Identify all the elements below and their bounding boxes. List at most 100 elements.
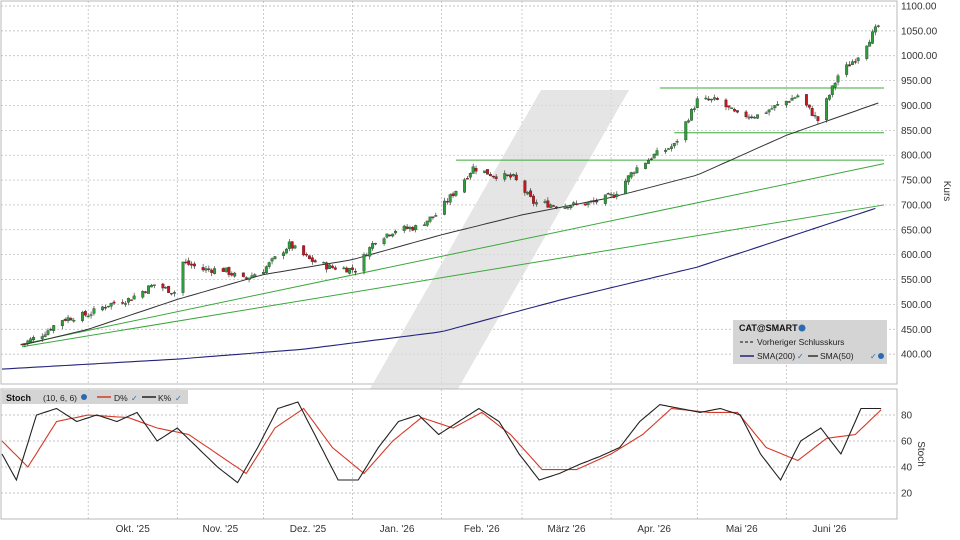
candle-body bbox=[371, 243, 375, 249]
price-axis: 400.00 450.00 500.00 550.00 600.00 650.00 700.… bbox=[901, 1, 938, 360]
candle-body bbox=[876, 25, 880, 27]
candle-body bbox=[494, 176, 498, 179]
candle-body bbox=[773, 105, 777, 109]
candle-body bbox=[848, 64, 851, 67]
candle-body bbox=[382, 238, 386, 245]
candle-body bbox=[207, 268, 211, 270]
candle-body bbox=[873, 26, 877, 33]
candle-body bbox=[405, 226, 409, 229]
candle-body bbox=[534, 202, 538, 205]
trend-line bbox=[22, 204, 885, 348]
candle-body bbox=[454, 190, 458, 196]
candle-body bbox=[26, 340, 30, 344]
stoch-axis: 20 40 60 80 bbox=[901, 411, 913, 500]
candle-body bbox=[488, 174, 492, 177]
candle-body bbox=[69, 318, 73, 321]
candle-body bbox=[351, 267, 354, 270]
stoch-legend-params: (10, 6, 6) bbox=[43, 393, 77, 403]
candle-body bbox=[365, 254, 369, 257]
checkmark-icon[interactable]: ✓ bbox=[870, 352, 877, 361]
candle-body bbox=[149, 285, 153, 288]
candle-body bbox=[695, 98, 699, 109]
candle-body bbox=[629, 172, 633, 178]
candle-body bbox=[161, 283, 165, 289]
candle-body bbox=[313, 260, 317, 263]
watermark-logo bbox=[335, 90, 629, 450]
info-icon[interactable] bbox=[81, 394, 87, 400]
candle-body bbox=[172, 292, 176, 294]
candle-body bbox=[509, 174, 512, 178]
legend-title: CAT@SMART bbox=[739, 323, 798, 333]
candle-body bbox=[692, 108, 696, 110]
sma50-line bbox=[21, 102, 879, 346]
candle-body bbox=[623, 180, 627, 195]
candle-body bbox=[164, 287, 168, 289]
candle-body bbox=[250, 275, 254, 278]
candle-body bbox=[807, 104, 811, 108]
candle-body bbox=[167, 285, 171, 293]
candle-body bbox=[784, 100, 788, 106]
candle-body bbox=[221, 268, 225, 272]
chart-legend: CAT@SMART Vorheriger Schlusskurs SMA(200… bbox=[733, 320, 887, 364]
candle-body bbox=[103, 307, 107, 309]
candle-body bbox=[121, 302, 125, 304]
candle-body bbox=[241, 272, 245, 277]
candle-body bbox=[865, 45, 869, 59]
checkmark-icon[interactable]: ✓ bbox=[131, 394, 138, 403]
candle-body bbox=[333, 267, 337, 270]
candle-body bbox=[270, 258, 274, 262]
candle-body bbox=[491, 175, 495, 178]
time-axis-label: Jan. '26 bbox=[380, 524, 415, 535]
candle-body bbox=[503, 173, 507, 180]
candle-body bbox=[144, 291, 148, 293]
candle-body bbox=[204, 268, 208, 271]
candle-body bbox=[310, 257, 314, 262]
price-tick-label: 500.00 bbox=[901, 300, 932, 311]
candle-body bbox=[391, 233, 395, 237]
checkmark-icon[interactable]: ✓ bbox=[797, 352, 804, 361]
candle-body bbox=[592, 200, 596, 203]
candle-body bbox=[261, 272, 265, 274]
candle-body bbox=[710, 98, 714, 101]
candle-body bbox=[106, 305, 110, 308]
candle-body bbox=[227, 267, 231, 275]
candle-body bbox=[101, 306, 105, 311]
candle-body bbox=[830, 85, 834, 95]
candle-body bbox=[124, 303, 127, 305]
candle-body bbox=[330, 265, 334, 268]
candle-body bbox=[526, 192, 530, 195]
candle-body bbox=[546, 200, 550, 208]
candle-body bbox=[667, 148, 670, 150]
candle-body bbox=[29, 338, 33, 343]
price-tick-label: 1000.00 bbox=[901, 51, 938, 62]
candle-body bbox=[394, 230, 398, 234]
candle-body bbox=[868, 41, 872, 47]
price-tick-label: 800.00 bbox=[901, 151, 932, 162]
candle-body bbox=[282, 252, 286, 256]
candle-body bbox=[523, 180, 527, 193]
candle-body bbox=[20, 343, 24, 346]
candle-body bbox=[787, 101, 791, 103]
stoch-legend-box bbox=[2, 390, 188, 404]
candle-body bbox=[273, 256, 277, 260]
info-icon[interactable] bbox=[798, 324, 806, 332]
candle-body bbox=[129, 299, 133, 301]
candle-body bbox=[187, 260, 191, 265]
candle-body bbox=[465, 178, 469, 180]
candle-body bbox=[687, 120, 691, 123]
sma50-layer bbox=[21, 102, 879, 346]
candle-body bbox=[152, 284, 156, 286]
checkmark-icon[interactable]: ✓ bbox=[175, 394, 182, 403]
candle-body bbox=[305, 254, 308, 256]
stoch-tick-label: 20 bbox=[901, 489, 913, 500]
candles bbox=[20, 24, 880, 348]
stoch-legend-d: D% bbox=[114, 393, 128, 403]
legend-sma200: SMA(200) bbox=[757, 351, 795, 361]
candle-body bbox=[511, 174, 515, 177]
candle-body bbox=[707, 98, 711, 101]
info-icon[interactable] bbox=[878, 353, 884, 359]
stoch-axis-label: Stoch bbox=[915, 441, 926, 467]
candle-body bbox=[411, 227, 415, 231]
legend-sma50: SMA(50) bbox=[820, 351, 854, 361]
